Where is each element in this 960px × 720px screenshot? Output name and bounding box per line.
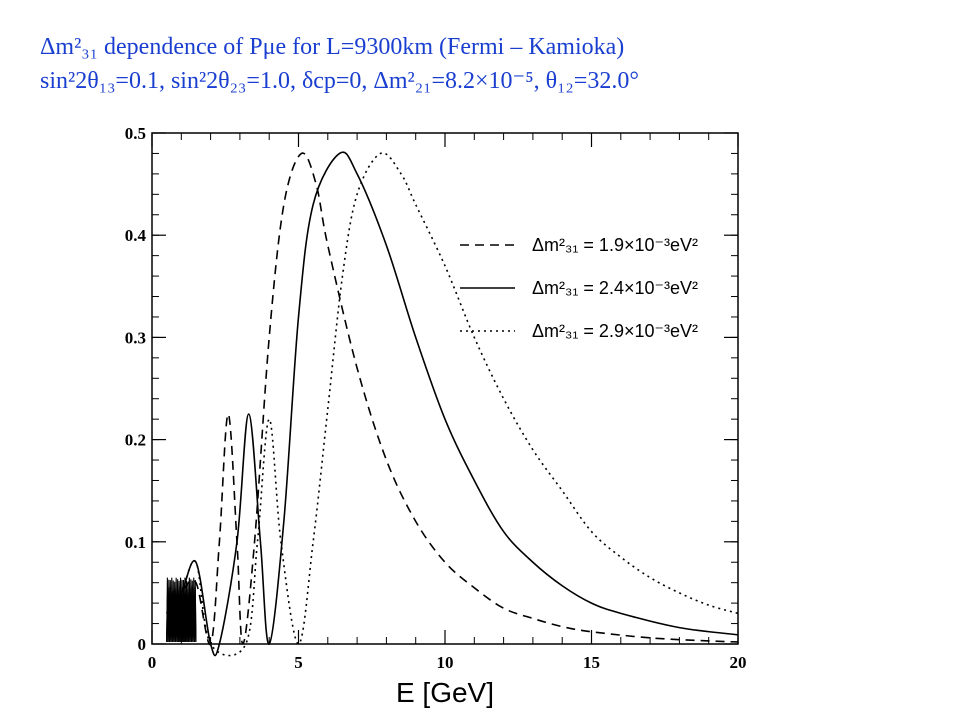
series-line-solid bbox=[165, 151, 739, 657]
y-tick-label: 0.1 bbox=[125, 533, 146, 552]
x-tick-label: 20 bbox=[730, 653, 747, 672]
y-tick-label: 0.3 bbox=[125, 328, 146, 347]
series-group bbox=[165, 151, 739, 657]
chart-title-line-2: sin²2θ₁₃=0.1, sin²2θ₂₃=1.0, δcp=0, Δm²₂₁… bbox=[40, 68, 639, 94]
x-axis-label: E [GeV] bbox=[396, 677, 494, 708]
y-tick-label: 0 bbox=[138, 635, 147, 654]
y-axis: 0 0.1 0.2 0.3 0.4 0.5 bbox=[125, 124, 738, 654]
x-tick-label: 5 bbox=[294, 653, 303, 672]
legend-label: Δm²₃₁ = 2.9×10⁻³eV² bbox=[532, 321, 698, 341]
legend-label: Δm²₃₁ = 1.9×10⁻³eV² bbox=[532, 235, 698, 255]
y-tick-label: 0.2 bbox=[125, 431, 146, 450]
x-tick-label: 10 bbox=[437, 653, 454, 672]
x-tick-label: 0 bbox=[148, 653, 157, 672]
y-tick-label: 0.4 bbox=[125, 226, 147, 245]
y-tick-label: 0.5 bbox=[125, 124, 146, 143]
legend: Δm²₃₁ = 1.9×10⁻³eV² Δm²₃₁ = 2.4×10⁻³eV² Δm… bbox=[460, 235, 698, 341]
plot-frame bbox=[151, 132, 739, 645]
legend-label: Δm²₃₁ = 2.4×10⁻³eV² bbox=[532, 278, 698, 298]
chart-title: Δm²₃₁ dependence of Pμe for L=9300km (Fe… bbox=[40, 30, 940, 98]
x-tick-label: 15 bbox=[583, 653, 600, 672]
series-oscillation-dotted bbox=[166, 577, 197, 642]
series-line-dashed bbox=[165, 152, 739, 645]
series-line-dotted bbox=[165, 152, 739, 657]
chart-title-line-1: Δm²₃₁ dependence of Pμe for L=9300km (Fe… bbox=[40, 34, 625, 60]
x-axis: 0 5 10 15 20 bbox=[148, 133, 747, 672]
